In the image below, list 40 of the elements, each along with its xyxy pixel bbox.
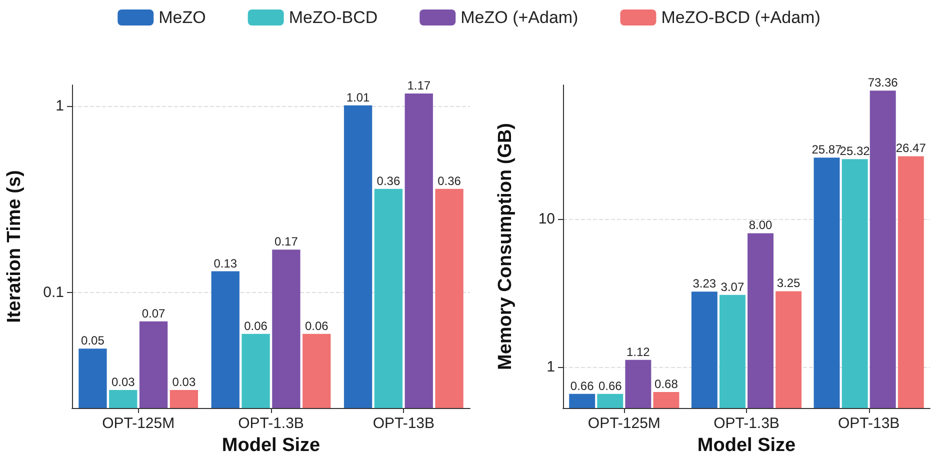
data-label: 0.68 bbox=[654, 376, 678, 391]
data-label: 0.05 bbox=[81, 334, 105, 348]
x-tick-label: OPT-13B bbox=[838, 415, 900, 432]
legend-label: MeZO (+Adam) bbox=[460, 8, 578, 27]
x-axis-title: Model Size bbox=[697, 435, 796, 456]
y-axis-title: Iteration Time (s) bbox=[4, 170, 25, 323]
data-label: 1.17 bbox=[407, 78, 431, 93]
data-label: 0.66 bbox=[570, 378, 594, 393]
x-tick-label: OPT-125M bbox=[102, 415, 175, 432]
y-tick-label: 1 bbox=[56, 98, 64, 115]
data-label: 3.07 bbox=[720, 280, 744, 294]
y-axis-title: Memory Consumption (GB) bbox=[495, 123, 516, 370]
x-axis-title: Model Size bbox=[222, 435, 320, 456]
y-tick-label: 10 bbox=[538, 210, 555, 228]
data-label: 8.00 bbox=[748, 218, 773, 232]
data-label: 0.13 bbox=[214, 256, 238, 270]
legend-label: MeZO-BCD bbox=[288, 8, 378, 27]
x-tick-label: OPT-1.3B bbox=[714, 415, 780, 432]
y-tick-label: 1 bbox=[546, 358, 555, 376]
data-label: 0.66 bbox=[598, 378, 622, 393]
data-label: 1.01 bbox=[346, 90, 370, 104]
legend-label: MeZO-BCD (+Adam) bbox=[661, 8, 820, 27]
data-label: 0.36 bbox=[438, 174, 462, 188]
data-label: 26.47 bbox=[896, 141, 926, 156]
data-label: 3.25 bbox=[776, 276, 801, 290]
data-label: 1.12 bbox=[626, 344, 650, 359]
data-label: 0.07 bbox=[142, 306, 166, 320]
x-tick-label: OPT-13B bbox=[372, 415, 435, 432]
data-label: 0.03 bbox=[172, 374, 196, 389]
x-tick-label: OPT-1.3B bbox=[238, 415, 304, 432]
data-label: 0.06 bbox=[244, 318, 268, 333]
y-tick-label: 0.1 bbox=[43, 284, 64, 302]
data-label: 3.23 bbox=[692, 276, 716, 291]
data-label: 73.36 bbox=[868, 76, 898, 90]
data-label: 0.17 bbox=[274, 234, 298, 249]
x-tick-label: OPT-125M bbox=[588, 415, 660, 432]
data-label: 0.06 bbox=[304, 318, 329, 333]
data-label: 0.36 bbox=[376, 174, 400, 188]
legend-label: MeZO bbox=[158, 8, 206, 27]
data-label: 0.03 bbox=[111, 374, 136, 389]
